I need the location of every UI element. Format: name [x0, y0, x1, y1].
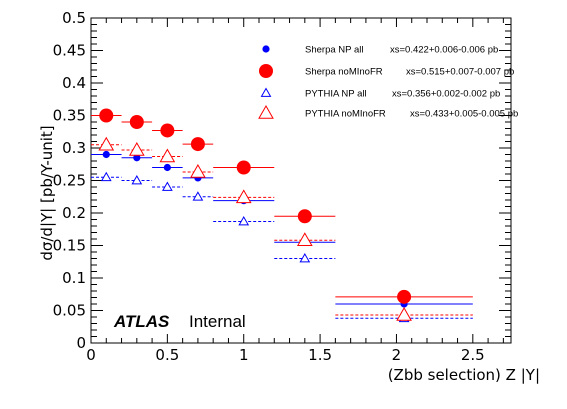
data-point: [102, 150, 110, 159]
data-point: [238, 215, 250, 226]
y-tick-label: 0.25: [53, 172, 86, 190]
legend-xs: xs=0.515+0.007-0.007 pb: [406, 67, 514, 78]
legend-xs: xs=0.356+0.002-0.002 pb: [392, 89, 500, 100]
data-point: [128, 141, 145, 156]
data-point: [396, 307, 412, 321]
axis-ticks: [90, 17, 511, 344]
legend: Sherpa NP all xs=0.422+0.006-0.006 pb Sher…: [258, 45, 518, 120]
data-point: [236, 160, 251, 175]
data-point: [190, 164, 206, 178]
data-point: [133, 154, 141, 162]
data-point: [163, 163, 171, 172]
y-tick-label: 0.35: [53, 107, 86, 125]
data-point: [129, 115, 144, 129]
legend-marker: [259, 64, 273, 78]
series-pythia-np-all: [91, 171, 473, 323]
legend-marker: [260, 87, 272, 97]
legend-xs: xs=0.422+0.006-0.006 pb: [390, 45, 498, 56]
y-tick-label: 0.2: [62, 204, 86, 222]
y-tick-label: 0: [76, 334, 86, 352]
legend-label: PYTHIA noMInoFR: [305, 109, 386, 120]
series-sherpa-np-all: [91, 150, 473, 308]
series-sherpa-nominofr: [91, 108, 473, 304]
data-point: [235, 189, 252, 204]
atlas-label: ATLAS: [113, 312, 170, 331]
data-point: [131, 174, 143, 185]
data-point: [98, 136, 115, 151]
data-point: [296, 232, 313, 247]
legend-xs: xs=0.433+0.005-0.005 pb: [410, 109, 518, 120]
y-tick-label: 0.1: [62, 269, 86, 287]
data-point: [297, 209, 312, 224]
series-layer: [91, 108, 473, 323]
data-point: [299, 252, 311, 263]
data-point: [159, 148, 176, 163]
y-tick-label: 0.05: [53, 302, 86, 320]
x-tick-label: 1.5: [308, 346, 332, 364]
legend-label: Sherpa NP all: [305, 45, 363, 56]
y-tick-label: 0.15: [53, 237, 86, 255]
y-tick-label: 0.4: [62, 74, 86, 92]
legend-marker: [258, 104, 274, 119]
y-axis-title: dσ/d|Y| [pb/Y-unit]: [38, 125, 56, 260]
y-tick-label: 0.5: [62, 9, 86, 27]
x-tick-label: 1: [239, 346, 249, 364]
x-tick-label: 2: [392, 346, 402, 364]
data-point: [192, 191, 204, 201]
y-tick-label: 0.45: [53, 42, 86, 60]
y-tick-label: 0.3: [62, 139, 86, 157]
internal-label: Internal: [189, 312, 246, 331]
data-point: [99, 108, 114, 123]
legend-label: PYTHIA NP all: [305, 89, 367, 100]
data-point: [397, 289, 412, 304]
x-axis-title: (Zbb selection) Z |Y|: [388, 366, 540, 384]
x-tick-label: 0: [86, 346, 96, 364]
data-point: [100, 171, 112, 182]
series-pythia-nominofr: [91, 136, 473, 321]
x-tick-label: 0.5: [155, 346, 179, 364]
axis-tick-labels: 0 0.5 1 1.5 2 2.5 0 0.05 0.1 0.15 0.2 0.25 0.3 0.35 0.…: [53, 9, 485, 364]
legend-label: Sherpa noMInoFR: [305, 67, 383, 78]
data-point: [160, 123, 175, 138]
data-point: [190, 137, 205, 152]
data-point: [162, 181, 173, 191]
x-tick-label: 2.5: [461, 346, 485, 364]
legend-marker: [262, 45, 270, 53]
